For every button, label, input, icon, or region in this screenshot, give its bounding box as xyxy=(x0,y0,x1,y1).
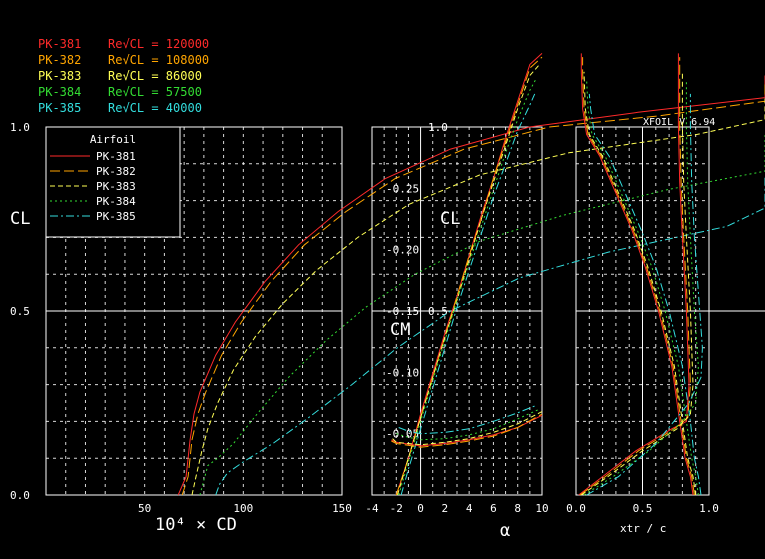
xtr-bottom-line xyxy=(578,53,690,496)
xtr-top-line xyxy=(582,57,695,496)
p3-xtick: 0.5 xyxy=(633,502,653,515)
header-airfoil-name: PK-384 xyxy=(38,85,81,99)
alpha-panel: -4 -2 0 2 4 6 8 100.51.0-0.05-0.10-0.15-0.20-0.… xyxy=(365,121,548,541)
curves-layer xyxy=(177,53,765,496)
cm-alpha-line xyxy=(392,411,543,446)
legend-item: PK-381 xyxy=(96,150,136,163)
p2-xtick: -4 xyxy=(365,502,379,515)
p2-xlabel: α xyxy=(500,521,510,541)
drag-polar-line xyxy=(181,82,765,496)
xtr-bottom-line xyxy=(583,79,699,496)
p1-xtick: 50 xyxy=(138,502,151,515)
p2-cm-tick: -0.15 xyxy=(386,305,419,318)
legend-box xyxy=(45,126,181,238)
p3-xlabel: xtr / c xyxy=(620,522,666,535)
drag-polar-line xyxy=(199,134,765,496)
p2-xtick: 0 xyxy=(417,502,424,515)
p3-xtick: 1.0 xyxy=(699,502,719,515)
p2-xtick: -2 xyxy=(390,502,403,515)
cl-alpha-line xyxy=(400,93,536,496)
drag-polar-panel: 0.0 0.5 1.0 50 100 150 CL 10⁴ × CD xyxy=(10,121,352,535)
p2-cm-tick: -0.25 xyxy=(386,182,419,195)
drag-polar-line xyxy=(177,75,765,496)
xtr-top-line xyxy=(583,71,697,496)
p1-xtick: 150 xyxy=(332,502,352,515)
cl-alpha-line xyxy=(395,56,543,496)
p2-cl-label: CL xyxy=(440,209,460,229)
legend-title: Airfoil xyxy=(90,133,136,146)
p2-ytick: 1.0 xyxy=(428,121,448,134)
transition-panel: 0.0 0.5 1.0 xtr / c xyxy=(566,126,765,535)
p1-ytick: 0.5 xyxy=(10,305,30,318)
xtr-top-line xyxy=(588,93,702,496)
drag-polar-line xyxy=(215,174,765,496)
p1-ytick: 1.0 xyxy=(10,121,30,134)
legend-item: PK-382 xyxy=(96,165,136,178)
header-reynolds: Re√CL = 57500 xyxy=(108,85,202,99)
run-header: PK-381 Re√CL = 120000 PK-382 Re√CL = 108000… xyxy=(38,37,209,115)
p2-frame xyxy=(371,126,543,496)
cm-alpha-line xyxy=(396,408,540,441)
p2-cm-tick: -0.20 xyxy=(386,244,419,257)
version-label: XFOIL V 6.94 xyxy=(643,117,715,128)
p2-cm-tick: -0.10 xyxy=(386,366,419,379)
drag-polar-line xyxy=(191,97,765,496)
p2-ytick: 0.5 xyxy=(428,305,448,318)
xtr-bottom-line xyxy=(579,57,691,496)
p2-xtick: 6 xyxy=(490,502,497,515)
cl-alpha-line xyxy=(397,64,540,496)
cl-alpha-line xyxy=(398,78,537,496)
p2-xtick: 4 xyxy=(466,502,473,515)
p2-xtick: 8 xyxy=(514,502,521,515)
header-airfoil-name: PK-383 xyxy=(38,69,81,83)
p1-ylabel: CL xyxy=(10,209,30,229)
xtr-top-line xyxy=(580,53,694,496)
airfoil-legend: Airfoil PK-381 PK-382 PK-383 PK-384 PK-385 xyxy=(45,126,181,238)
legend-item: PK-383 xyxy=(96,180,136,193)
xtr-bottom-line xyxy=(586,93,703,496)
xtr-bottom-line xyxy=(581,71,694,496)
header-reynolds: Re√CL = 108000 xyxy=(108,53,209,67)
header-reynolds: Re√CL = 40000 xyxy=(108,101,202,115)
cl-alpha-line xyxy=(395,53,543,496)
p2-xtick: 10 xyxy=(535,502,548,515)
p3-frame xyxy=(575,126,710,496)
cm-alpha-line xyxy=(391,413,543,448)
header-reynolds: Re√CL = 120000 xyxy=(108,37,209,51)
p2-cm-label: CM xyxy=(390,320,410,340)
p1-xlabel: 10⁴ × CD xyxy=(155,515,237,535)
header-airfoil-name: PK-382 xyxy=(38,53,81,67)
legend-item: PK-385 xyxy=(96,210,136,223)
p2-xtick: 2 xyxy=(442,502,449,515)
p1-ytick: 0.0 xyxy=(10,489,30,502)
header-airfoil-name: PK-385 xyxy=(38,101,81,115)
header-reynolds: Re√CL = 86000 xyxy=(108,69,202,83)
p1-frame xyxy=(45,126,343,496)
p3-xtick: 0.0 xyxy=(566,502,586,515)
cm-alpha-line xyxy=(398,405,537,435)
p1-xtick: 100 xyxy=(233,502,253,515)
header-airfoil-name: PK-381 xyxy=(38,37,81,51)
legend-item: PK-384 xyxy=(96,195,136,208)
